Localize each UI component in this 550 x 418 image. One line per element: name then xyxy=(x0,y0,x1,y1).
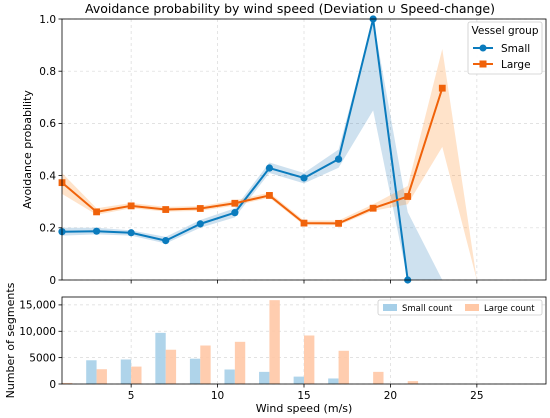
legend-marker-large xyxy=(479,60,487,68)
bar-large-count xyxy=(131,366,142,384)
bar-large-count xyxy=(407,381,419,384)
bar-small-count xyxy=(293,376,304,384)
bar-large-count xyxy=(165,349,177,384)
data-point-large xyxy=(127,202,135,210)
data-point-small xyxy=(92,227,101,235)
bar-large-count xyxy=(96,369,107,384)
legend-label-small: Small xyxy=(501,43,530,55)
legend-box xyxy=(377,299,543,316)
data-point-large xyxy=(369,204,377,212)
x-axis-label: Wind speed (m/s) xyxy=(256,402,353,415)
bar-small-count xyxy=(120,359,132,384)
bar-large-count xyxy=(304,335,315,384)
data-point-large xyxy=(93,208,100,216)
y-tick-label: 0.6 xyxy=(39,118,56,130)
data-point-small xyxy=(231,209,239,217)
data-point-large xyxy=(404,193,412,200)
data-point-small xyxy=(127,229,135,237)
x-tick-label: 15 xyxy=(297,390,310,402)
confidence-bands xyxy=(62,19,477,280)
bar-large-count xyxy=(62,382,73,384)
y-tick-label: 5000 xyxy=(29,352,56,364)
bar-large-count xyxy=(200,345,211,384)
y-tick-label: 0 xyxy=(49,379,56,391)
data-point-small xyxy=(334,155,343,163)
x-tick-label: 10 xyxy=(211,390,224,402)
series-line-large xyxy=(61,87,444,225)
series-lines xyxy=(58,15,446,284)
y-tick-label: 0.4 xyxy=(39,170,56,182)
top-panel: 0 0.2 0.4 0.6 0.8 1.0 Avoidance probability V… xyxy=(21,14,547,287)
data-point-large xyxy=(196,205,204,212)
data-point-large xyxy=(162,206,170,213)
bar-large-count xyxy=(269,300,280,384)
legend-patch-large-count xyxy=(465,304,479,311)
legend-label-large-count: Large count xyxy=(484,304,535,314)
bottom-legend: Small count Large count xyxy=(377,299,543,316)
y-tick-label: 1.0 xyxy=(39,14,56,26)
y-tick-label: 10,000 xyxy=(19,326,56,338)
x-tick-label: 5 xyxy=(128,390,135,402)
data-point-small xyxy=(300,174,308,182)
data-point-large xyxy=(300,219,308,227)
bar-large-count xyxy=(234,341,246,384)
y-tick-label: 0.8 xyxy=(39,66,56,78)
count-bars xyxy=(62,300,419,384)
data-point-small xyxy=(196,220,204,228)
x-tick-label: 20 xyxy=(384,390,397,402)
bar-small-count xyxy=(259,371,270,384)
data-point-large xyxy=(266,192,273,199)
bottom-panel: 5 10 15 20 25 0 5000 10,000 15,000 Number of seg… xyxy=(4,282,547,415)
bar-small-count xyxy=(328,378,339,384)
bottom-y-axis-label: Number of segments xyxy=(4,282,17,398)
series-line-small xyxy=(61,18,409,281)
bar-small-count xyxy=(189,358,201,384)
top-axes-ticks: 0 0.2 0.4 0.6 0.8 1.0 xyxy=(39,14,478,287)
data-point-small xyxy=(162,236,170,245)
chart-title: Avoidance probability by wind speed (Dev… xyxy=(85,1,495,16)
bar-large-count xyxy=(373,371,384,384)
x-tick-label: 25 xyxy=(470,390,483,402)
bar-large-count xyxy=(338,350,349,384)
legend-label-large: Large xyxy=(501,59,531,71)
bar-small-count xyxy=(224,369,235,384)
data-point-large xyxy=(438,84,446,92)
legend-label-small-count: Small count xyxy=(402,304,453,314)
y-tick-label: 0.2 xyxy=(39,223,56,235)
top-y-axis-label: Avoidance probability xyxy=(21,90,34,209)
y-tick-label: 0 xyxy=(49,275,56,287)
legend-title: Vessel group xyxy=(472,25,539,37)
data-point-small xyxy=(265,164,274,172)
legend-marker-small xyxy=(479,44,487,52)
legend-patch-small-count xyxy=(383,304,397,311)
bar-small-count xyxy=(86,360,97,384)
y-tick-label: 15,000 xyxy=(19,300,56,312)
bar-small-count xyxy=(155,332,166,384)
ci-band-small xyxy=(62,19,443,280)
bottom-axes-ticks: 5 10 15 20 25 0 5000 10,000 15,000 xyxy=(19,300,483,402)
top-legend: Vessel group Small Large xyxy=(467,21,543,75)
data-point-large xyxy=(335,219,342,227)
data-point-large xyxy=(231,199,239,207)
